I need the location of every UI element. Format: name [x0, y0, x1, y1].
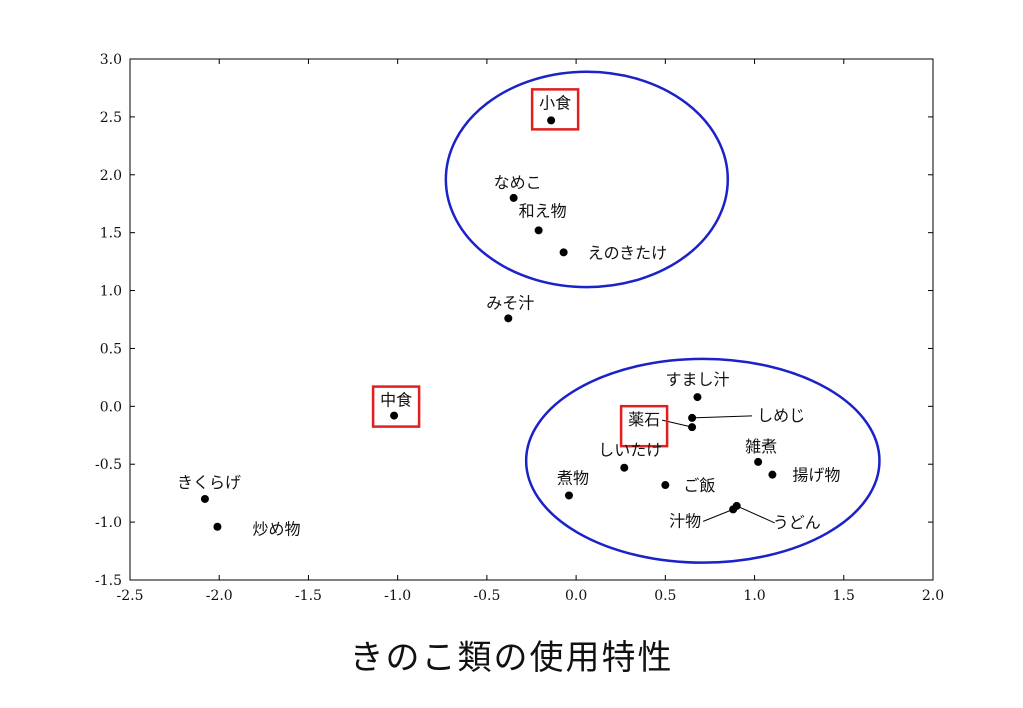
y-tick-label: 0.5	[100, 341, 122, 357]
y-tick-label: 0.0	[100, 399, 122, 415]
data-point	[620, 463, 629, 472]
scatter-chart: -2.5 -2.0 -1.5 -1.0 -0.5 0.0 0.5 1.0 1.5 2.0 3.0 2.…	[95, 52, 944, 604]
data-point	[732, 501, 741, 510]
point-label: えのきたけ	[588, 243, 668, 262]
point-label: みそ汁	[486, 293, 534, 312]
point-label: 雑煮	[745, 437, 777, 456]
x-tick-label: -1.0	[384, 588, 411, 604]
data-point	[688, 423, 697, 432]
data-point	[390, 411, 399, 420]
highlight-box	[619, 404, 669, 448]
x-tick-label: -1.5	[295, 588, 322, 604]
y-tick-label: 3.0	[100, 52, 122, 68]
data-point	[559, 248, 568, 257]
data-point	[509, 193, 518, 202]
point-label: 和え物	[519, 201, 567, 220]
y-tick-label: 2.0	[100, 168, 122, 184]
x-tick-label: 2.0	[922, 588, 944, 604]
highlight-box	[371, 385, 421, 428]
data-point	[754, 457, 763, 466]
point-label: 揚げ物	[792, 466, 840, 485]
y-tick-label: -1.0	[95, 515, 122, 531]
data-point	[693, 393, 702, 402]
data-point	[661, 481, 670, 490]
cluster-ellipse	[524, 357, 881, 564]
point-label: なめこ	[494, 173, 542, 192]
plot-frame	[129, 58, 934, 581]
x-tick-label: 0.5	[654, 588, 676, 604]
x-tick-label: -0.5	[473, 588, 500, 604]
highlight-box	[530, 88, 580, 131]
y-tick-label: 1.5	[100, 226, 122, 242]
point-label: 中食	[380, 391, 412, 410]
point-label: 炒め物	[252, 520, 300, 539]
x-tick-label: 0.0	[565, 588, 587, 604]
data-point	[688, 413, 697, 422]
data-point	[547, 116, 556, 125]
chart-title: きのこ類の使用特性	[349, 638, 674, 678]
point-label: うどん	[773, 513, 821, 532]
point-label: すまし汁	[665, 370, 729, 389]
leader-line	[692, 415, 753, 419]
data-point	[534, 226, 543, 235]
cluster-ellipse	[444, 70, 730, 289]
point-label: 薬石	[628, 410, 660, 429]
y-tick-label: -1.5	[95, 573, 122, 589]
y-tick-label: 2.5	[100, 110, 122, 126]
point-label: 小食	[539, 93, 571, 112]
data-point	[504, 314, 513, 323]
x-tick-label: -2.5	[117, 588, 144, 604]
data-point	[564, 491, 573, 500]
leader-line	[736, 505, 775, 524]
point-label: しいたけ	[598, 441, 662, 460]
point-label: ご飯	[683, 476, 715, 495]
data-point	[768, 470, 777, 479]
point-label: きくらげ	[177, 473, 241, 492]
y-tick-label: -0.5	[95, 457, 122, 473]
y-tick-label: 1.0	[100, 284, 122, 300]
data-point	[200, 494, 209, 503]
point-label: 汁物	[669, 511, 701, 530]
x-tick-label: -2.0	[206, 588, 233, 604]
x-tick-label: 1.0	[743, 588, 765, 604]
point-label: 煮物	[557, 468, 589, 487]
leader-line	[702, 508, 734, 522]
data-point	[213, 522, 222, 531]
x-tick-label: 1.5	[833, 588, 855, 604]
point-label: しめじ	[757, 406, 805, 425]
